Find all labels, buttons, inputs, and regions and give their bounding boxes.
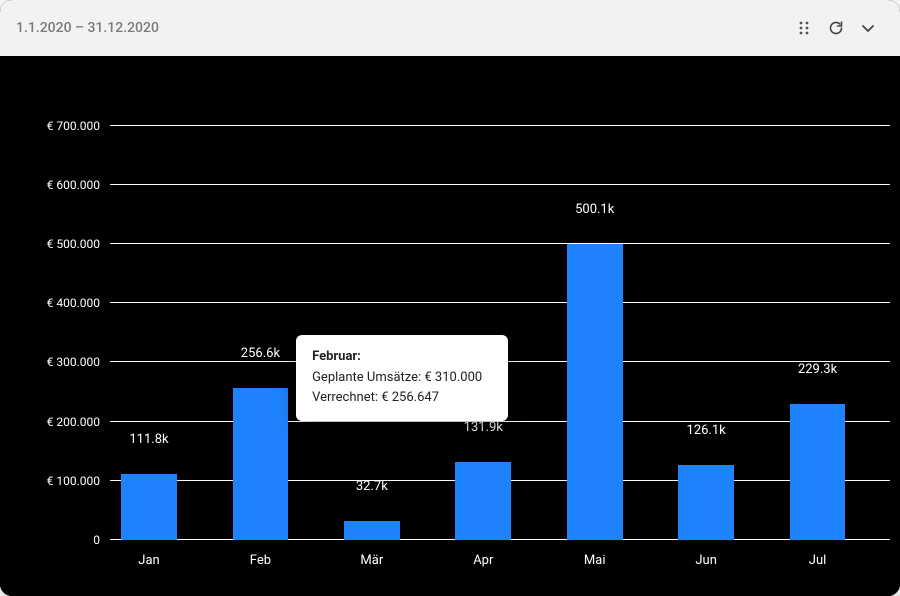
- tooltip-title: Februar:: [312, 347, 492, 368]
- bar[interactable]: [121, 474, 177, 540]
- card-header: 1.1.2020 – 31.12.2020: [0, 0, 900, 56]
- y-axis-label: 0: [0, 533, 100, 547]
- chevron-down-icon[interactable]: [852, 12, 884, 44]
- plot-region: 0€ 100.000€ 200.000€ 300.000€ 400.000€ 5…: [110, 96, 890, 540]
- y-axis-label: € 200.000: [0, 415, 100, 429]
- date-range-label: 1.1.2020 – 31.12.2020: [16, 20, 159, 36]
- gridline: [110, 243, 890, 244]
- y-axis-label: € 500.000: [0, 237, 100, 251]
- bar[interactable]: [455, 462, 511, 540]
- gridline: [110, 125, 890, 126]
- gridline: [110, 184, 890, 185]
- y-axis-label: € 100.000: [0, 474, 100, 488]
- bar[interactable]: [233, 388, 289, 540]
- y-axis-label: € 400.000: [0, 296, 100, 310]
- y-axis-label: € 700.000: [0, 119, 100, 133]
- bar-value-label: 256.6k: [241, 346, 280, 367]
- drag-handle-icon[interactable]: [788, 12, 820, 44]
- bar-value-label: 126.1k: [687, 423, 726, 444]
- x-axis-label: Jan: [138, 553, 159, 568]
- bar[interactable]: [567, 244, 623, 540]
- bar[interactable]: [344, 521, 400, 540]
- tooltip-line: Geplante Umsätze: € 310.000: [312, 368, 492, 389]
- x-axis-label: Mai: [584, 553, 606, 568]
- x-axis-label: Jun: [695, 553, 717, 568]
- x-axis-label: Apr: [473, 553, 493, 568]
- refresh-icon[interactable]: [820, 12, 852, 44]
- chart-card: 1.1.2020 – 31.12.2020 0 € 100.000 € 200.00…: [0, 0, 900, 596]
- bar-value-label: 111.8k: [129, 432, 168, 453]
- y-axis-label: € 300.000: [0, 355, 100, 369]
- bar-value-label: 131.9k: [464, 420, 503, 441]
- y-axis-label: € 600.000: [0, 178, 100, 192]
- tooltip-line: Verrechnet: € 256.647: [312, 388, 492, 409]
- x-axis-label: Jul: [809, 553, 827, 568]
- bar-value-label: 500.1k: [575, 202, 614, 223]
- bar-value-label: 229.3k: [798, 362, 837, 383]
- bar[interactable]: [678, 465, 734, 540]
- gridline: [110, 302, 890, 303]
- x-axis-label: Feb: [250, 553, 271, 568]
- chart-area: 0 € 100.000 € 200.000 € 300.000 € 400.000 € 5…: [0, 56, 900, 596]
- x-axis-label: Mär: [360, 553, 383, 568]
- bar-value-label: 32.7k: [356, 479, 388, 500]
- tooltip: Februar:Geplante Umsätze: € 310.000Verre…: [296, 335, 508, 421]
- bar[interactable]: [790, 404, 846, 540]
